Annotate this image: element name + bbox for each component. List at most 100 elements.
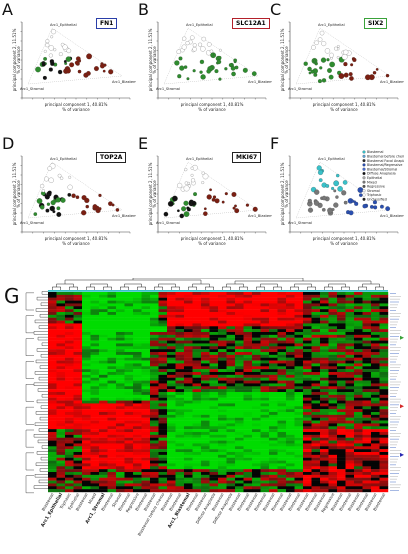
heatmap-cell (48, 472, 57, 476)
heatmap-cell (235, 314, 244, 318)
heatmap-cell (235, 449, 244, 453)
heatmap-cell (73, 474, 83, 478)
heatmap-cell (328, 323, 338, 327)
heatmap-cell (82, 334, 91, 338)
data-point (86, 71, 91, 76)
heatmap-cell (167, 472, 176, 476)
heatmap-cell (133, 366, 142, 370)
heatmap-cell (337, 420, 346, 424)
heatmap-cell (73, 317, 83, 321)
heatmap-cell (303, 366, 312, 370)
heatmap-cell (116, 437, 125, 441)
heatmap-cell (294, 363, 304, 367)
heatmap-cell (371, 440, 380, 444)
heatmap-cell (218, 309, 227, 313)
heatmap-cell (73, 466, 83, 470)
heatmap-cell (303, 306, 312, 310)
heatmap-cell (218, 440, 227, 444)
heatmap-cell (354, 314, 363, 318)
heatmap-cell (379, 437, 389, 441)
heatmap-cell (107, 400, 117, 404)
heatmap-cell (184, 394, 193, 398)
heatmap-cell (311, 297, 321, 301)
heatmap-cell (184, 434, 193, 438)
heatmap-cell (337, 429, 346, 433)
heatmap-cell (252, 392, 261, 396)
heatmap-cell (294, 323, 304, 327)
heatmap-cell (192, 343, 202, 347)
heatmap-cell (184, 417, 193, 421)
heatmap-cell (99, 309, 108, 313)
heatmap-cell (269, 352, 278, 356)
heatmap-cell (65, 480, 74, 484)
heatmap-cell (56, 337, 66, 341)
heatmap-cell (65, 332, 74, 336)
heatmap-cell (158, 377, 168, 381)
heatmap-cell (184, 400, 193, 404)
heatmap-cell (218, 446, 227, 450)
heatmap-cell (167, 392, 176, 396)
heatmap-cell (65, 412, 74, 416)
heatmap-cell (303, 292, 312, 296)
heatmap-cell (192, 426, 202, 430)
heatmap-cell (260, 297, 270, 301)
heatmap-cell (48, 474, 57, 478)
heatmap-cell (99, 437, 108, 441)
heatmap-cell (269, 423, 278, 427)
heatmap-cell (150, 354, 159, 358)
heatmap-cell (90, 334, 100, 338)
heatmap-cell (99, 477, 108, 481)
heatmap-cell (107, 314, 117, 318)
heatmap-cell (124, 474, 134, 478)
heatmap-cell (65, 334, 74, 338)
heatmap-cell (192, 369, 202, 373)
heatmap-cell (82, 412, 91, 416)
heatmap-cell (320, 314, 329, 318)
heatmap-cell (107, 349, 117, 353)
heatmap-cell (243, 346, 253, 350)
heatmap-cell (167, 397, 176, 401)
heatmap-cell (311, 292, 321, 296)
heatmap-cell (362, 300, 372, 304)
data-point (48, 67, 53, 72)
heatmap-cell (354, 352, 363, 356)
heatmap-cell (56, 406, 66, 410)
heatmap-cell (286, 383, 295, 387)
heatmap-cell (209, 357, 219, 361)
heatmap-cell (107, 323, 117, 327)
heatmap-cell (354, 480, 363, 484)
heatmap-cell (328, 472, 338, 476)
heatmap-cell (303, 443, 312, 447)
heatmap-cell (337, 294, 346, 298)
heatmap-cell (201, 294, 210, 298)
heatmap-cell (311, 437, 321, 441)
heatmap-cell (226, 383, 236, 387)
heatmap-cell (201, 474, 210, 478)
heatmap-cell (235, 420, 244, 424)
heatmap-cell (116, 354, 125, 358)
heatmap-cell (116, 383, 125, 387)
heatmap-cell (116, 357, 125, 361)
heatmap-cell (175, 446, 185, 450)
heatmap-cell (235, 369, 244, 373)
heatmap-cell (354, 343, 363, 347)
heatmap-cell (311, 349, 321, 353)
heatmap-cell (167, 477, 176, 481)
heatmap-cell (209, 472, 219, 476)
heatmap-cell (48, 429, 57, 433)
heatmap-cell (303, 317, 312, 321)
heatmap-cell (218, 314, 227, 318)
heatmap-cell (99, 354, 108, 358)
data-point (177, 182, 183, 189)
heatmap-cell (243, 337, 253, 341)
heatmap-cell (133, 446, 142, 450)
heatmap-cell (337, 349, 346, 353)
heatmap-cell (269, 309, 278, 313)
heatmap-cell (286, 329, 295, 333)
heatmap-cell (192, 403, 202, 407)
heatmap-cell (294, 309, 304, 313)
heatmap-cell (184, 306, 193, 310)
heatmap-cell (107, 457, 117, 461)
heatmap-cell (167, 394, 176, 398)
